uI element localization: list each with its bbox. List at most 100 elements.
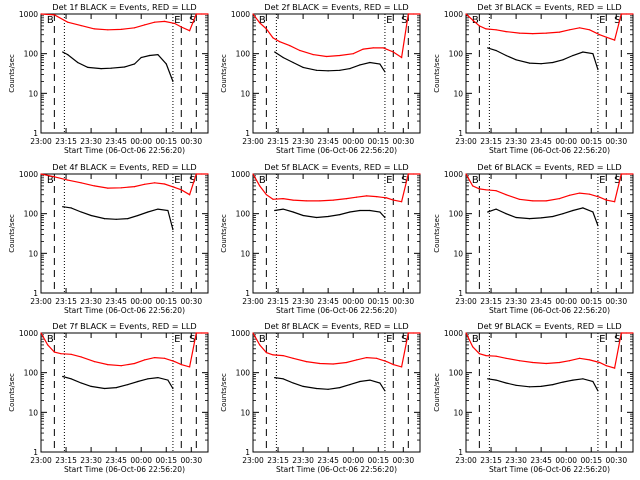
- series-line-events: [274, 208, 386, 219]
- data-point-lld: [478, 25, 480, 27]
- y-tick-label: 10: [453, 408, 463, 417]
- marker-label-s: S: [614, 334, 620, 345]
- data-point-events: [62, 375, 64, 378]
- data-point-lld: [407, 173, 409, 175]
- data-point-lld: [207, 173, 209, 175]
- panel-det-3f: Det 3f BLACK = Events, RED = LLD 1 10 100 10…: [433, 2, 634, 155]
- y-tick-label: 1000: [444, 170, 463, 179]
- data-point-lld: [180, 364, 182, 366]
- data-point-lld: [599, 196, 601, 198]
- y-axis-label: Counts/sec: [433, 373, 441, 412]
- data-point-lld: [339, 54, 341, 57]
- data-point-events: [597, 390, 599, 392]
- plot-frame: [40, 332, 209, 453]
- data-point-lld: [174, 22, 176, 24]
- data-point-lld: [67, 179, 69, 181]
- y-tick-label: 1: [458, 129, 463, 138]
- data-point-lld: [472, 346, 474, 348]
- data-point-lld: [407, 332, 409, 334]
- marker-label-s: S: [614, 175, 620, 186]
- data-point-events: [115, 218, 117, 220]
- data-point-lld: [386, 197, 388, 199]
- series-line-events: [62, 375, 174, 390]
- data-point-lld: [272, 354, 274, 356]
- x-tick-label: 00:00: [130, 297, 152, 306]
- x-tick-label: 00:30: [605, 456, 627, 465]
- y-axis-label: Counts/sec: [8, 373, 16, 412]
- data-point-lld: [60, 353, 62, 355]
- data-point-lld: [495, 355, 497, 357]
- data-point-lld: [407, 13, 409, 15]
- y-tick-label: 1: [33, 448, 38, 457]
- data-point-events: [292, 382, 294, 384]
- marker-label-e: E: [174, 15, 180, 26]
- data-point-lld: [200, 332, 202, 334]
- data-point-lld: [154, 182, 156, 184]
- data-point-events: [302, 214, 304, 217]
- data-point-events: [349, 68, 351, 70]
- y-tick-label: 10: [453, 89, 463, 98]
- x-tick-label: 00:30: [392, 297, 414, 306]
- data-point-events: [384, 390, 386, 392]
- data-point-lld: [478, 188, 480, 190]
- data-point-lld: [207, 13, 209, 15]
- data-point-lld: [485, 189, 487, 191]
- data-point-lld: [465, 332, 467, 334]
- data-point-lld: [319, 200, 321, 202]
- data-point-lld: [282, 355, 284, 357]
- data-point-lld: [265, 352, 267, 354]
- data-point-events: [70, 207, 72, 209]
- data-point-lld: [366, 357, 368, 359]
- data-point-lld: [472, 185, 474, 187]
- data-point-events: [369, 61, 371, 64]
- x-tick-label: 00:15: [367, 456, 389, 465]
- data-point-events: [540, 217, 542, 219]
- y-axis-label: Counts/sec: [8, 214, 16, 253]
- data-point-lld: [632, 332, 634, 334]
- data-point-lld: [532, 33, 534, 35]
- data-point-events: [339, 69, 341, 71]
- panel-det-6f: Det 6f BLACK = Events, RED = LLD 1 10 100 10…: [433, 162, 634, 315]
- data-point-lld: [252, 332, 254, 334]
- data-point-events: [597, 68, 599, 71]
- data-point-lld: [265, 28, 267, 30]
- data-point-lld: [70, 353, 72, 355]
- data-point-lld: [376, 357, 378, 359]
- marker-label-s: S: [189, 334, 195, 345]
- marker-label-e: E: [386, 175, 392, 186]
- data-point-events: [327, 215, 329, 218]
- plot-frame: [40, 173, 209, 294]
- marker-label-e: E: [599, 175, 605, 186]
- data-point-lld: [143, 359, 146, 361]
- data-point-lld: [620, 13, 622, 15]
- data-point-events: [515, 384, 517, 386]
- x-tick-label: 23:45: [105, 456, 127, 465]
- data-point-events: [147, 378, 149, 380]
- marker-label-b: B: [259, 175, 266, 186]
- data-point-lld: [478, 353, 480, 355]
- data-point-events: [103, 387, 106, 390]
- data-point-lld: [154, 21, 156, 23]
- marker-label-b: B: [472, 334, 479, 345]
- marker-label-e: E: [386, 334, 392, 345]
- data-point-lld: [200, 173, 202, 175]
- x-tick-label: 00:00: [130, 137, 152, 146]
- data-point-events: [292, 211, 294, 213]
- marker-label-e: E: [386, 15, 392, 26]
- series-line-events: [487, 378, 599, 392]
- x-tick-label: 23:15: [267, 137, 289, 146]
- data-point-lld: [53, 14, 56, 16]
- data-point-lld: [558, 31, 561, 33]
- y-tick-label: 1000: [444, 10, 463, 19]
- x-tick-label: 23:45: [317, 297, 339, 306]
- data-point-events: [302, 66, 304, 68]
- data-point-lld: [80, 182, 82, 184]
- data-point-lld: [401, 366, 403, 368]
- data-point-events: [528, 62, 531, 64]
- x-tick-label: 00:00: [342, 297, 364, 306]
- x-tick-label: 00:30: [605, 297, 627, 306]
- data-point-events: [149, 54, 151, 57]
- data-point-lld: [568, 360, 571, 362]
- series-line-events: [487, 47, 599, 70]
- data-point-events: [77, 61, 79, 64]
